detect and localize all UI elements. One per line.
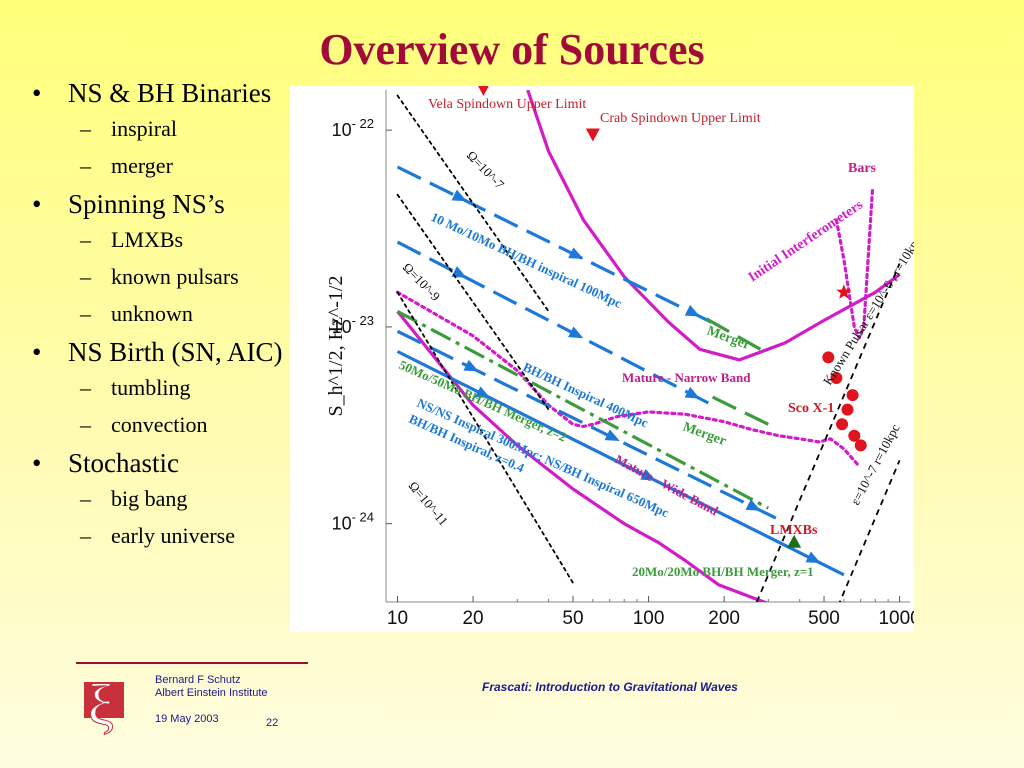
- series-mature-narrow-band: [396, 310, 769, 602]
- x-tick-label: 500: [808, 608, 840, 629]
- series-arrowhead: [684, 304, 700, 317]
- marker-crab-spindown: [585, 128, 600, 142]
- bullet-ns-birth: NS Birth (SN, AIC): [28, 337, 293, 368]
- series-group: [395, 90, 901, 602]
- series-merger-10-mo-10mo: [705, 317, 770, 356]
- slide-title: Overview of Sources: [319, 25, 705, 74]
- marker-lmxb: [854, 439, 867, 452]
- sub-bullet-early-universe: early universe: [28, 522, 293, 549]
- svg-text:ξ: ξ: [88, 672, 114, 737]
- bullet-spinning-ns: Spinning NS’s: [28, 189, 293, 220]
- series-merger-400mpc: [711, 395, 770, 426]
- series-mature-wide-band: [395, 290, 860, 467]
- label-omega7: Ω=10^-7: [464, 148, 508, 193]
- series-arrowhead: [463, 359, 479, 372]
- x-tick-label: 50: [562, 608, 583, 629]
- marker-lmxb: [836, 418, 849, 431]
- footer-divider: [76, 662, 308, 664]
- sub-bullet-lmxbs: LMXBs: [28, 226, 293, 253]
- y-tick-label: 10- 22: [332, 116, 374, 140]
- footer-date: 19 May 2003: [155, 713, 219, 725]
- sub-bullet-known-pulsars: known pulsars: [28, 263, 293, 290]
- marker-bhbh-merger-z1: [787, 534, 802, 548]
- x-tick-label: 100: [633, 608, 665, 629]
- series-10-7: [396, 94, 550, 313]
- label-bars: Bars: [848, 161, 877, 176]
- footer-talk-title: Frascati: Introduction to Gravitational …: [482, 680, 738, 694]
- series-50mo-50mo-bh-bh-merger-z-2: [396, 309, 770, 510]
- sub-bullet-tumbling: tumbling: [28, 374, 293, 401]
- series-arrowhead: [568, 326, 584, 339]
- series-arrowhead: [568, 247, 584, 259]
- label-merger2: Merger: [681, 420, 728, 450]
- series-arrowhead: [451, 189, 467, 202]
- sub-bullet-convection: convection: [28, 411, 293, 438]
- series-arrowhead: [745, 499, 761, 511]
- sub-bullet-unknown: unknown: [28, 300, 293, 327]
- bullet-binaries: NS & BH Binaries: [28, 78, 293, 109]
- marker-sco-x1: [836, 284, 852, 299]
- label-m20: 20Mo/20Mo BH/BH Merger, z=1: [632, 564, 814, 579]
- sub-bullet-merger: merger: [28, 152, 293, 179]
- label-crab: Crab Spindown Upper Limit: [600, 111, 761, 126]
- footer-author: Bernard F Schutz: [155, 674, 241, 686]
- bullet-list: NS & BH Binaries inspiral merger Spinnin…: [28, 78, 293, 559]
- x-tick-label: 200: [708, 608, 740, 629]
- marker-lmxb: [830, 372, 843, 385]
- x-tick-label: 20: [462, 608, 483, 629]
- series-initial-interferometers: [526, 90, 901, 362]
- label-mature-narrow: Mature - Narrow Band: [622, 370, 751, 385]
- label-inspiral10: 10 Mo/10Mo BH/BH inspiral 100Mpc: [429, 209, 625, 311]
- y-tick-label: 10- 24: [332, 510, 374, 534]
- bullet-stochastic: Stochastic: [28, 448, 293, 479]
- footer-page-number: 22: [266, 717, 279, 729]
- x-tick-label: 10: [387, 608, 408, 629]
- sub-bullet-inspiral: inspiral: [28, 115, 293, 142]
- series-arrowhead: [604, 429, 620, 442]
- label-initial: Initial Interferometers: [746, 197, 866, 285]
- x-tick-label: 1000: [878, 608, 914, 629]
- series-bh-bh-inspiral-z-0-4: [396, 350, 845, 577]
- series-arrowhead: [475, 386, 491, 398]
- series-10-9: [396, 193, 550, 411]
- y-tick-label: 10- 23: [332, 313, 374, 337]
- series-arrowhead: [805, 551, 821, 564]
- series-arrowhead: [640, 468, 656, 481]
- marker-lmxb: [846, 389, 859, 402]
- label-sco: Sco X-1: [788, 401, 834, 416]
- series-10-7-r-10kpc: [838, 459, 901, 602]
- aei-logo: ξ: [80, 672, 132, 744]
- series-10-mo-10mo-bh-bh-inspiral-100mpc: [396, 165, 714, 325]
- series-arrowhead: [684, 386, 700, 399]
- series-bars: [834, 187, 875, 340]
- footer-institute: Albert Einstein Institute: [155, 687, 268, 699]
- sub-bullet-big-bang: big bang: [28, 485, 293, 512]
- series-arrowhead: [451, 266, 467, 278]
- series-10-11: [396, 291, 574, 584]
- label-lmxbs: LMXBs: [770, 523, 818, 538]
- marker-vela-spindown: [478, 86, 489, 96]
- label-merger1: Merger: [705, 324, 752, 354]
- marker-lmxb: [841, 403, 854, 416]
- marker-lmxb: [822, 351, 835, 364]
- y-axis-label: S_h^1/2, Hz^-1/2: [325, 276, 347, 417]
- label-vela: Vela Spindown Upper Limit: [428, 97, 586, 112]
- label-omega11: Ω=10^-11: [406, 478, 452, 528]
- marker-lmxb: [848, 429, 861, 442]
